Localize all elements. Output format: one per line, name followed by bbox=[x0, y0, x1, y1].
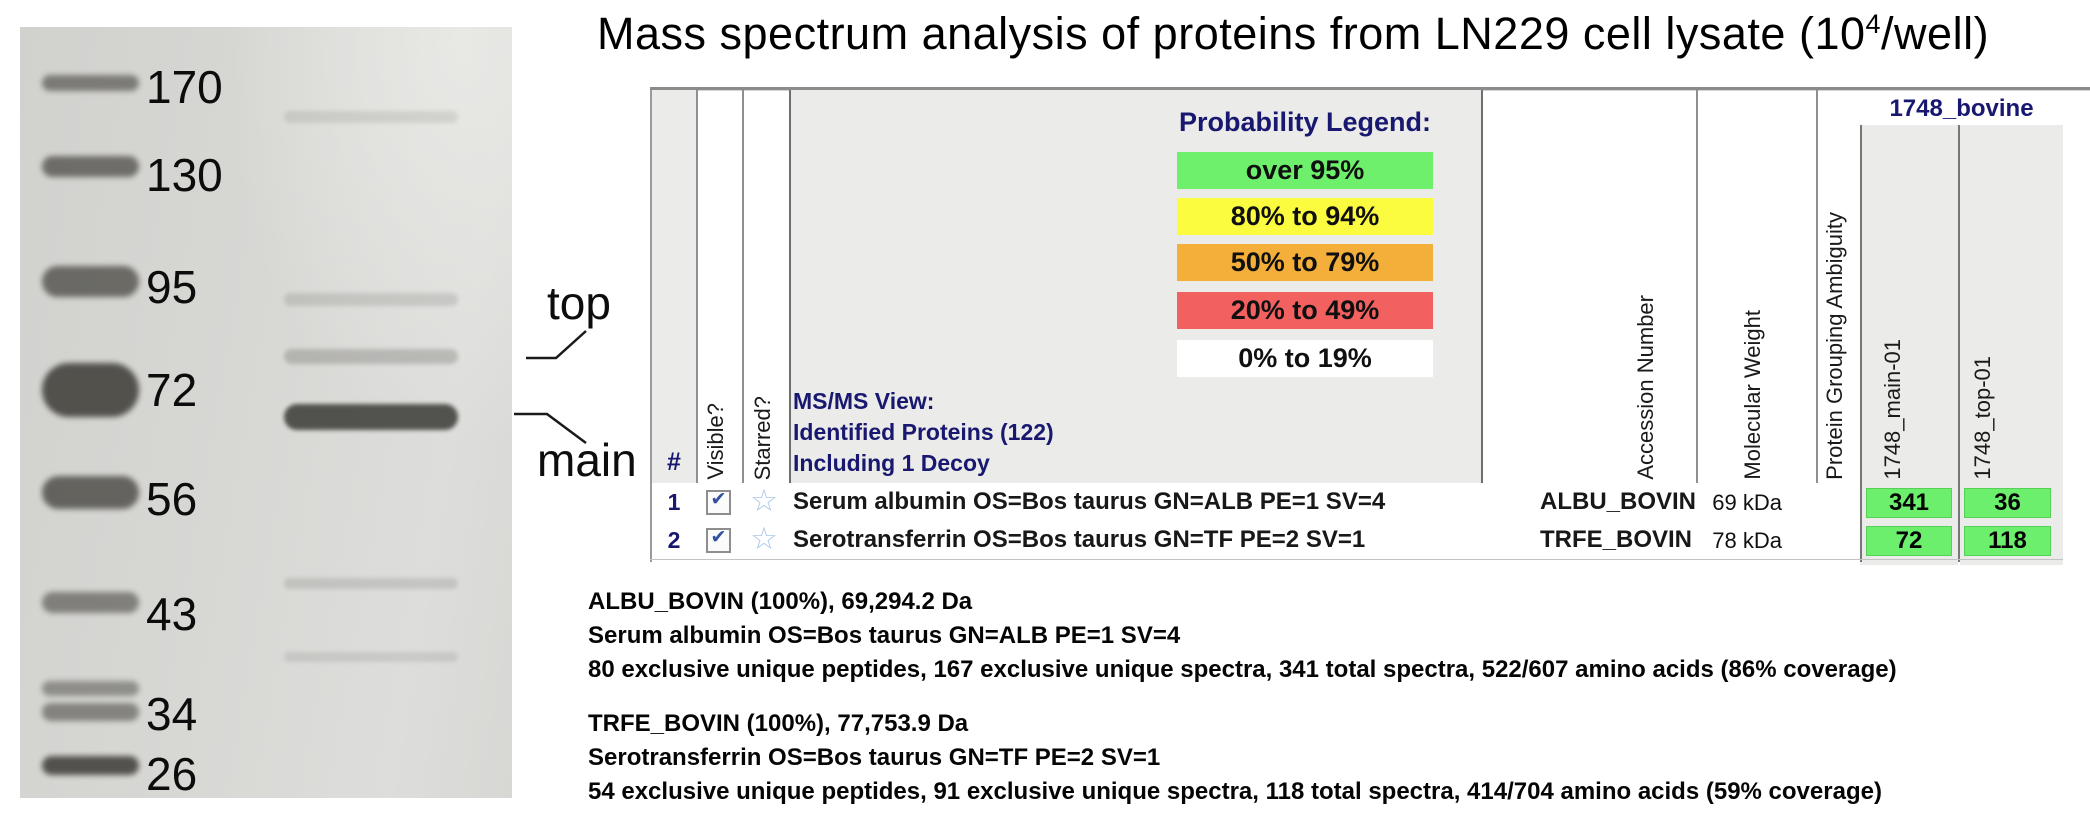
star-icon[interactable]: ☆ bbox=[750, 483, 778, 518]
spectra-count-cell[interactable]: 72 bbox=[1866, 526, 1952, 556]
gel-sample-band-faint bbox=[284, 578, 458, 589]
spectra-count-cell[interactable]: 118 bbox=[1964, 526, 2051, 556]
protein-detail-description: Serum albumin OS=Bos taurus GN=ALB PE=1 … bbox=[588, 622, 1181, 649]
panel-left-border bbox=[650, 90, 652, 562]
marker-weight-label: 43 bbox=[146, 588, 198, 640]
column-header-sample-main[interactable]: 1748_main-01 bbox=[1880, 339, 1905, 480]
spectra-count-cell[interactable]: 341 bbox=[1866, 488, 1952, 518]
column-separator bbox=[696, 90, 698, 483]
table-row[interactable]: 1 ✔ ☆ Serum albumin OS=Bos taurus GN=ALB… bbox=[650, 483, 2090, 521]
legend-row-0-19: 0% to 19% bbox=[1177, 340, 1433, 377]
legend-row-20-49: 20% to 49% bbox=[1177, 292, 1433, 329]
sample-group-header[interactable]: 1748_bovine bbox=[1889, 95, 2034, 122]
marker-weight-label: 130 bbox=[146, 149, 223, 201]
row-number: 1 bbox=[667, 489, 681, 515]
sample-column-separator bbox=[1958, 125, 1960, 562]
molecular-weight: 69 kDa bbox=[1712, 490, 1782, 515]
molecular-weight: 78 kDa bbox=[1712, 528, 1782, 553]
column-separator bbox=[1696, 90, 1698, 483]
gel-sample-band-faint bbox=[284, 111, 458, 123]
gel-sample-band-top bbox=[284, 349, 458, 364]
visible-checkbox[interactable]: ✔ bbox=[706, 528, 731, 553]
figure-title: Mass spectrum analysis of proteins from … bbox=[597, 8, 1989, 60]
protein-detail-header: TRFE_BOVIN (100%), 77,753.9 Da bbox=[588, 710, 969, 737]
gel-marker-band-130 bbox=[42, 156, 139, 177]
gel-marker-band-34b bbox=[42, 703, 139, 721]
column-header-accession-number[interactable]: Accession Number bbox=[1633, 295, 1658, 480]
gel-marker-band-34a bbox=[42, 681, 139, 696]
column-separator bbox=[789, 90, 791, 483]
gel-annotation-top: top bbox=[547, 277, 611, 329]
column-header-number[interactable]: # bbox=[667, 448, 681, 476]
gel-marker-band-72 bbox=[42, 363, 139, 417]
protein-detail-stats: 54 exclusive unique peptides, 91 exclusi… bbox=[588, 778, 1882, 805]
protein-detail-block-serotransferrin: TRFE_BOVIN (100%), 77,753.9 Da Serotrans… bbox=[588, 707, 1882, 809]
gel-marker-band-56 bbox=[42, 476, 139, 509]
marker-weight-label: 170 bbox=[146, 61, 223, 113]
column-separator bbox=[1481, 90, 1483, 483]
gel-sample-band-faint bbox=[284, 293, 458, 306]
view-info-block: MS/MS View: Identified Proteins (122) In… bbox=[793, 386, 1054, 479]
star-icon[interactable]: ☆ bbox=[750, 521, 778, 556]
checkbox-check-icon: ✔ bbox=[710, 527, 727, 548]
table-row[interactable]: 2 ✔ ☆ Serotransferrin OS=Bos taurus GN=T… bbox=[650, 521, 2090, 559]
scaffold-panel: 1748_bovine Probability Legend: over 95%… bbox=[650, 87, 2090, 572]
identified-proteins-count: Identified Proteins (122) bbox=[793, 419, 1054, 445]
marker-weight-label: 26 bbox=[146, 748, 198, 798]
gel-marker-band-43 bbox=[42, 592, 139, 613]
legend-row-50-79: 50% to 79% bbox=[1177, 244, 1433, 281]
gel-marker-band-170 bbox=[42, 75, 139, 91]
number-column-bg bbox=[652, 90, 696, 483]
legend-row-over-95: over 95% bbox=[1177, 152, 1433, 189]
legend-row-80-94: 80% to 94% bbox=[1177, 198, 1433, 235]
protein-name: Serum albumin OS=Bos taurus GN=ALB PE=1 … bbox=[793, 488, 1386, 515]
column-header-grouping-ambiguity[interactable]: Protein Grouping Ambiguity bbox=[1822, 212, 1847, 480]
view-mode-label: MS/MS View: bbox=[793, 388, 935, 414]
protein-name: Serotransferrin OS=Bos taurus GN=TF PE=2… bbox=[793, 526, 1366, 553]
column-header-sample-top[interactable]: 1748_top-01 bbox=[1970, 356, 1995, 480]
accession-number: TRFE_BOVIN bbox=[1540, 526, 1693, 553]
figure-title-superscript: 4 bbox=[1865, 9, 1882, 39]
column-header-visible[interactable]: Visible? bbox=[703, 403, 728, 480]
sample-column-separator bbox=[1860, 125, 1862, 562]
row-number: 2 bbox=[667, 527, 681, 553]
spectra-count-cell[interactable]: 36 bbox=[1964, 488, 2051, 518]
column-separator bbox=[1816, 90, 1818, 483]
protein-detail-header: ALBU_BOVIN (100%), 69,294.2 Da bbox=[588, 588, 973, 615]
marker-weight-label: 72 bbox=[146, 364, 198, 416]
marker-weight-label: 34 bbox=[146, 688, 198, 740]
column-header-starred[interactable]: Starred? bbox=[750, 395, 775, 480]
gel-marker-band-26 bbox=[42, 756, 139, 775]
probability-legend-title: Probability Legend: bbox=[1178, 107, 1432, 137]
gel-marker-band-95 bbox=[42, 266, 139, 297]
column-header-molecular-weight[interactable]: Molecular Weight bbox=[1740, 310, 1765, 480]
marker-weight-label: 95 bbox=[146, 261, 198, 313]
protein-detail-stats: 80 exclusive unique peptides, 167 exclus… bbox=[588, 656, 1897, 683]
accession-number: ALBU_BOVIN bbox=[1540, 488, 1697, 515]
rows-bottom-border bbox=[650, 559, 2063, 560]
protein-detail-block-albumin: ALBU_BOVIN (100%), 69,294.2 Da Serum alb… bbox=[588, 585, 1897, 687]
marker-weight-label: 56 bbox=[146, 473, 198, 525]
figure-title-suffix: /well) bbox=[1881, 8, 1990, 59]
checkbox-check-icon: ✔ bbox=[710, 489, 727, 510]
gel-annotation-main: main bbox=[537, 434, 637, 486]
decoy-count: Including 1 Decoy bbox=[793, 450, 990, 476]
gel-sample-band-faint bbox=[284, 652, 458, 662]
column-separator bbox=[742, 90, 744, 483]
protein-detail-description: Serotransferrin OS=Bos taurus GN=TF PE=2… bbox=[588, 744, 1161, 771]
gel-sample-band-main bbox=[284, 404, 458, 430]
visible-checkbox[interactable]: ✔ bbox=[706, 490, 731, 515]
figure-title-text: Mass spectrum analysis of proteins from … bbox=[597, 8, 1866, 59]
gel-image: 170 130 95 72 56 43 34 26 bbox=[20, 27, 512, 798]
